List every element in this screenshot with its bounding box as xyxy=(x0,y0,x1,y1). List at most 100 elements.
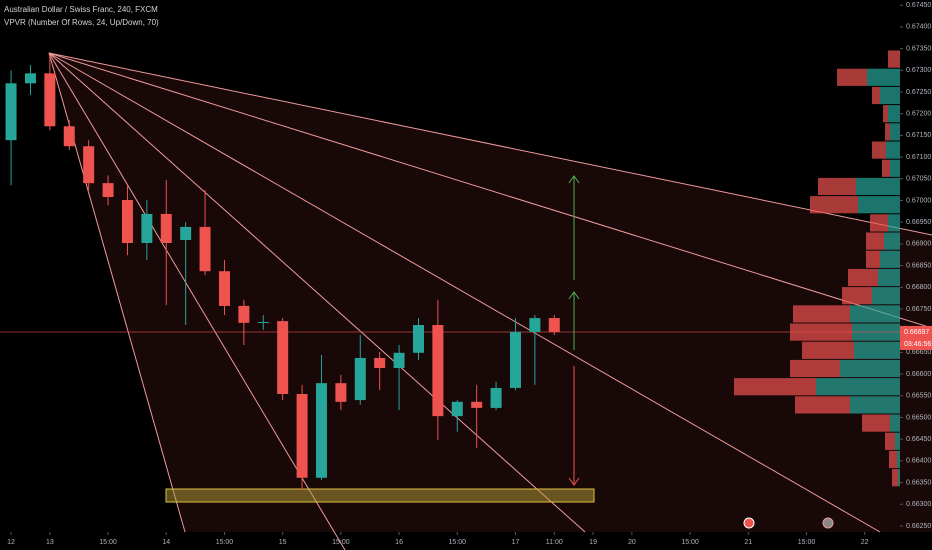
profile-up xyxy=(895,432,900,450)
x-tick-label: 21 xyxy=(744,539,752,546)
y-tick-label: 0.66350 xyxy=(906,479,931,486)
arrow-head xyxy=(568,291,580,300)
y-tick-label: 0.66750 xyxy=(906,306,931,313)
y-tick-label: 0.67050 xyxy=(906,176,931,183)
x-tick-label: 20 xyxy=(628,539,636,546)
countdown-box xyxy=(900,337,932,350)
support-zone xyxy=(165,488,595,503)
event-icon[interactable] xyxy=(743,517,755,529)
profile-down xyxy=(872,86,880,105)
x-tick-label: 15:00 xyxy=(99,539,117,546)
event-icon[interactable] xyxy=(822,517,834,529)
y-tick-label: 0.67400 xyxy=(906,24,931,31)
profile-down xyxy=(848,268,878,287)
candle-body xyxy=(44,73,56,127)
candle-body xyxy=(509,331,521,388)
x-tick-label: 15 xyxy=(279,539,287,546)
x-tick-label: 15:00 xyxy=(681,539,699,546)
profile-up xyxy=(888,105,900,123)
profile-down xyxy=(862,414,890,432)
candle-body xyxy=(199,226,211,272)
profile-down xyxy=(866,232,884,250)
profile-down xyxy=(870,214,888,232)
y-tick-label: 0.66500 xyxy=(906,414,931,421)
x-tick-label: 15:00 xyxy=(798,539,816,546)
fan-line xyxy=(48,52,346,550)
fan-line xyxy=(48,52,932,329)
profile-down xyxy=(872,141,886,159)
y-tick-label: 0.67100 xyxy=(906,154,931,161)
profile-up xyxy=(856,177,900,196)
y-tick-label: 0.66900 xyxy=(906,241,931,248)
profile-down xyxy=(842,287,872,305)
profile-down xyxy=(793,305,850,323)
y-tick-label: 0.67000 xyxy=(906,197,931,204)
candle-body xyxy=(24,73,36,84)
candle-body xyxy=(529,318,541,332)
candle-body xyxy=(160,213,172,244)
y-tick-label: 0.66450 xyxy=(906,436,931,443)
y-tick-label: 0.66850 xyxy=(906,262,931,269)
profile-up xyxy=(898,469,900,487)
x-tick-label: 13 xyxy=(46,539,54,546)
x-tick-label: 14 xyxy=(162,539,170,546)
fan-line xyxy=(48,52,881,533)
y-tick-label: 0.67250 xyxy=(906,89,931,96)
profile-up xyxy=(890,123,900,141)
y-tick-label: 0.66250 xyxy=(906,523,931,530)
profile-down xyxy=(882,159,890,177)
candle-body xyxy=(141,213,153,244)
profile-down xyxy=(795,396,850,414)
profile-up xyxy=(890,159,900,177)
y-tick-label: 0.66300 xyxy=(906,501,931,508)
y-tick-label: 0.67350 xyxy=(906,45,931,52)
x-tick-label: 19 xyxy=(589,539,597,546)
arrows xyxy=(568,175,580,486)
profile-down xyxy=(883,105,888,123)
arrow-head xyxy=(568,477,580,486)
profile-up xyxy=(854,341,900,359)
profile-up xyxy=(897,450,900,469)
profile-up xyxy=(850,396,900,414)
profile-up xyxy=(816,378,900,396)
x-tick-label: 16 xyxy=(395,539,403,546)
y-tick-label: 0.67300 xyxy=(906,67,931,74)
y-tick-label: 0.66950 xyxy=(906,219,931,226)
candle-body xyxy=(218,271,230,306)
candle-body xyxy=(471,401,483,408)
y-tick-label: 0.67200 xyxy=(906,111,931,118)
candle-body xyxy=(83,146,95,184)
profile-up xyxy=(878,268,900,287)
candle-body xyxy=(412,325,424,353)
profile-up xyxy=(890,414,900,432)
arrow-head xyxy=(568,175,580,184)
profile-down xyxy=(888,50,900,68)
fan-line xyxy=(48,52,932,236)
candle-body xyxy=(354,357,366,401)
profile-up xyxy=(840,359,900,378)
profile-down xyxy=(837,68,867,86)
y-tick-label: 0.66400 xyxy=(906,458,931,465)
profile-down xyxy=(802,341,854,359)
candle-body xyxy=(451,401,463,417)
candle-body xyxy=(393,352,405,368)
candle-body xyxy=(335,383,347,402)
candle-body xyxy=(180,226,192,240)
candle-body xyxy=(63,126,75,147)
profile-up xyxy=(884,232,900,250)
candle-body xyxy=(432,325,444,417)
event-icons xyxy=(743,517,834,529)
x-tick-label: 11:00 xyxy=(546,539,563,546)
candle-body xyxy=(277,321,289,395)
profile-up xyxy=(872,287,900,305)
symbol-title: Australian Dollar / Swiss Franc, 240, FX… xyxy=(4,5,158,14)
profile-up xyxy=(886,141,900,159)
x-tick-label: 17 xyxy=(512,539,520,546)
profile-down xyxy=(885,432,895,450)
profile-down xyxy=(734,378,816,396)
profile-up xyxy=(867,68,900,86)
candle-body xyxy=(548,318,560,332)
candle-body xyxy=(238,305,250,323)
